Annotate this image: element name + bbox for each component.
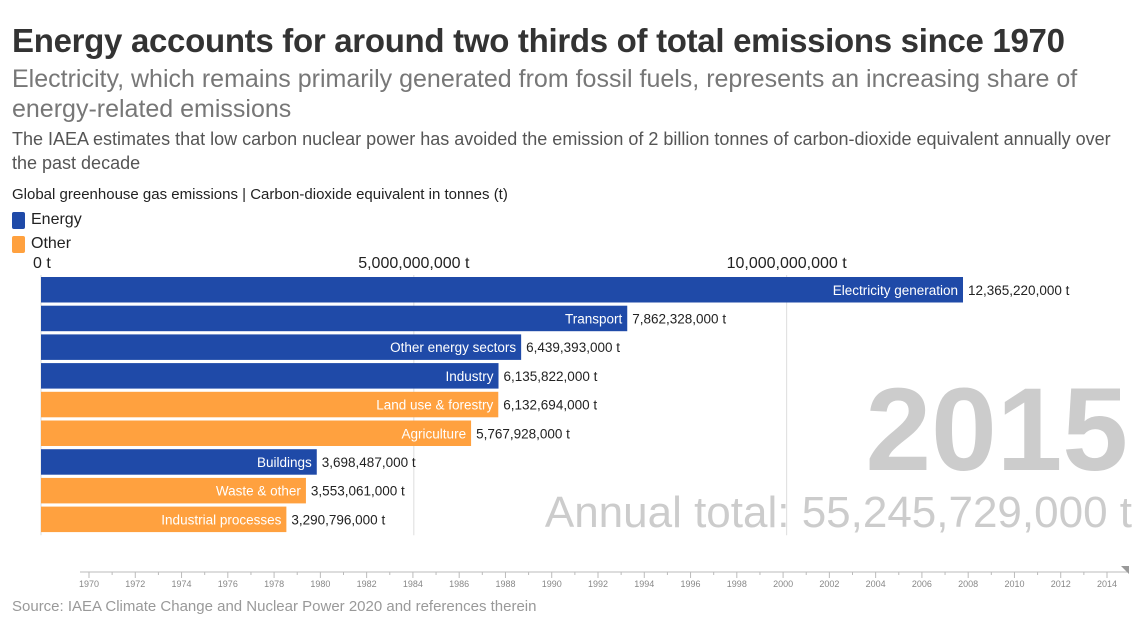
timeline-tick-label: 1986 (449, 579, 469, 589)
bar-category-label: Waste & other (216, 484, 302, 499)
timeline-tick-label: 1972 (125, 579, 145, 589)
bar-buildings (41, 449, 317, 475)
bar-industry (41, 363, 499, 389)
timeline-tick-label: 1996 (681, 579, 701, 589)
bar-industrial-processes (41, 506, 287, 533)
x-tick-label: 0 t (33, 255, 51, 272)
legend-swatch-energy (12, 211, 25, 229)
timeline-tick-label: 2000 (773, 579, 793, 589)
bar-waste-and-other (41, 477, 306, 504)
timeline-tick-label: 1970 (79, 579, 99, 589)
timeline-tick-label: 1974 (172, 579, 192, 589)
timeline-tick-label: 2008 (958, 579, 978, 589)
legend: Energy Other (12, 208, 82, 256)
legend-label-energy: Energy (31, 211, 82, 228)
measure-label: Global greenhouse gas emissions | Carbon… (12, 186, 508, 203)
bar-category-label: Electricity generation (833, 283, 958, 298)
bar-category-label: Land use & forestry (376, 398, 493, 413)
chart-title: Energy accounts for around two thirds of… (12, 22, 1065, 59)
timeline-tick-label: 1980 (310, 579, 330, 589)
bar-value-label: 12,365,220,000 t (968, 283, 1070, 298)
bar-value-label: 3,553,061,000 t (311, 484, 405, 499)
legend-swatch-other (12, 235, 25, 253)
timeline-tick-label: 1988 (495, 579, 515, 589)
bar-category-label: Agriculture (402, 426, 467, 441)
timeline-handle[interactable] (1121, 566, 1129, 574)
bar-value-label: 6,135,822,000 t (504, 369, 598, 384)
bar-electricity-generation (41, 277, 963, 303)
bar-category-label: Transport (565, 311, 623, 326)
timeline-tick-label: 1984 (403, 579, 423, 589)
x-tick-label: 10,000,000,000 t (727, 255, 848, 272)
bar-value-label: 6,439,393,000 t (526, 340, 620, 355)
timeline-tick-label: 2006 (912, 579, 932, 589)
legend-item-other[interactable]: Other (12, 232, 82, 256)
timeline-tick-label: 2014 (1097, 579, 1117, 589)
timeline-tick-label: 2010 (1004, 579, 1024, 589)
timeline-tick-label: 2012 (1051, 579, 1071, 589)
bar-value-label: 5,767,928,000 t (476, 426, 570, 441)
timeline-tick-label: 1990 (542, 579, 562, 589)
timeline-tick-label: 1992 (588, 579, 608, 589)
year-label: 2015 (865, 364, 1128, 496)
bar-category-label: Other energy sectors (390, 340, 516, 355)
bar-value-label: 3,698,487,000 t (322, 455, 416, 470)
chart-subtitle: Electricity, which remains primarily gen… (12, 65, 1078, 123)
bar-value-label: 3,290,796,000 t (291, 512, 385, 527)
timeline-tick-label: 2002 (819, 579, 839, 589)
bar-category-label: Industrial processes (161, 512, 281, 527)
timeline-tick-label: 1978 (264, 579, 284, 589)
bar-transport (41, 305, 628, 332)
source-note: Source: IAEA Climate Change and Nuclear … (12, 598, 537, 615)
legend-label-other: Other (31, 235, 72, 252)
timeline-tick-label: 2004 (866, 579, 886, 589)
annual-total-label: Annual total: 55,245,729,000 t (545, 488, 1132, 537)
legend-item-energy[interactable]: Energy (12, 208, 82, 232)
bar-value-label: 7,862,328,000 t (632, 311, 726, 326)
timeline-tick-label: 1976 (218, 579, 238, 589)
bar-value-label: 6,132,694,000 t (503, 398, 597, 413)
bar-category-label: Buildings (257, 455, 312, 470)
bar-category-label: Industry (445, 369, 493, 384)
timeline-tick-label: 1994 (634, 579, 654, 589)
bar-land-use-and-forestry (41, 391, 499, 418)
bar-other-energy-sectors (41, 334, 522, 360)
x-tick-label: 5,000,000,000 t (358, 255, 470, 272)
timeline-tick-label: 1998 (727, 579, 747, 589)
bar-agriculture (41, 420, 472, 446)
timeline-tick-label: 1982 (357, 579, 377, 589)
chart-note: The IAEA estimates that low carbon nucle… (12, 129, 1111, 173)
